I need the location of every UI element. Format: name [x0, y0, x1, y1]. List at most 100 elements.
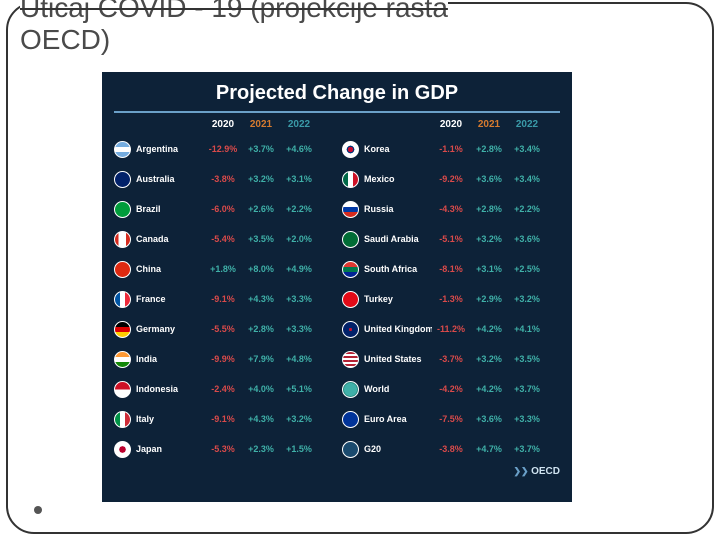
value-2020: -9.9%: [204, 354, 242, 364]
value-2022: +4.8%: [280, 354, 318, 364]
title-line1: Uticaj COVID - 19 (projekcije rasta: [20, 0, 448, 23]
value-2020: -2.4%: [204, 384, 242, 394]
flag-icon: [114, 351, 131, 368]
flag-icon: [114, 171, 131, 188]
value-2020: -5.4%: [204, 234, 242, 244]
flag-icon: [114, 381, 131, 398]
table-row: Australia-3.8%+3.2%+3.1%: [114, 164, 332, 194]
table-row: Canada-5.4%+3.5%+2.0%: [114, 224, 332, 254]
country-name: France: [136, 294, 204, 304]
value-2021: +2.8%: [470, 144, 508, 154]
chart-columns: 2020 2021 2022 Argentina-12.9%+3.7%+4.6%…: [114, 119, 560, 464]
table-row: Japan-5.3%+2.3%+1.5%: [114, 434, 332, 464]
flag-icon: [114, 141, 131, 158]
flag-icon: [114, 201, 131, 218]
country-name: Brazil: [136, 204, 204, 214]
country-name: Italy: [136, 414, 204, 424]
table-row: Turkey-1.3%+2.9%+3.2%: [342, 284, 560, 314]
country-name: G20: [364, 444, 432, 454]
country-name: Japan: [136, 444, 204, 454]
flag-icon: [342, 441, 359, 458]
country-name: India: [136, 354, 204, 364]
value-2020: -5.3%: [204, 444, 242, 454]
value-2020: -11.2%: [432, 324, 470, 334]
value-2020: -12.9%: [204, 144, 242, 154]
value-2020: -9.1%: [204, 414, 242, 424]
country-name: Canada: [136, 234, 204, 244]
value-2021: +3.5%: [242, 234, 280, 244]
value-2022: +3.3%: [280, 294, 318, 304]
value-2021: +2.6%: [242, 204, 280, 214]
country-name: Indonesia: [136, 384, 204, 394]
value-2022: +2.2%: [508, 204, 546, 214]
value-2022: +3.5%: [508, 354, 546, 364]
table-row: Germany-5.5%+2.8%+3.3%: [114, 314, 332, 344]
country-name: Mexico: [364, 174, 432, 184]
value-2021: +3.2%: [470, 234, 508, 244]
table-row: Korea-1.1%+2.8%+3.4%: [342, 134, 560, 164]
value-2020: -7.5%: [432, 414, 470, 424]
value-2022: +4.6%: [280, 144, 318, 154]
value-2022: +4.9%: [280, 264, 318, 274]
value-2021: +3.6%: [470, 414, 508, 424]
year-2021: 2021: [470, 119, 508, 130]
country-name: United Kingdom: [364, 324, 432, 334]
slide-title: Uticaj COVID - 19 (projekcije rasta OECD…: [20, 0, 448, 56]
country-name: Australia: [136, 174, 204, 184]
value-2021: +3.2%: [470, 354, 508, 364]
value-2022: +3.6%: [508, 234, 546, 244]
value-2022: +2.5%: [508, 264, 546, 274]
value-2022: +3.2%: [508, 294, 546, 304]
value-2020: -6.0%: [204, 204, 242, 214]
flag-icon: [114, 411, 131, 428]
title-line2: OECD): [20, 24, 110, 55]
value-2020: -4.2%: [432, 384, 470, 394]
value-2022: +3.7%: [508, 384, 546, 394]
value-2022: +3.4%: [508, 174, 546, 184]
value-2021: +4.7%: [470, 444, 508, 454]
value-2022: +1.5%: [280, 444, 318, 454]
value-2020: -3.8%: [432, 444, 470, 454]
value-2021: +4.3%: [242, 294, 280, 304]
country-name: Korea: [364, 144, 432, 154]
year-2022: 2022: [508, 119, 546, 130]
country-name: Turkey: [364, 294, 432, 304]
flag-icon: [114, 231, 131, 248]
value-2020: +1.8%: [204, 264, 242, 274]
value-2020: -5.1%: [432, 234, 470, 244]
year-2020: 2020: [204, 119, 242, 130]
flag-icon: [342, 171, 359, 188]
flag-icon: [342, 201, 359, 218]
country-name: South Africa: [364, 264, 432, 274]
value-2021: +3.2%: [242, 174, 280, 184]
table-row: Saudi Arabia-5.1%+3.2%+3.6%: [342, 224, 560, 254]
value-2020: -4.3%: [432, 204, 470, 214]
value-2020: -1.1%: [432, 144, 470, 154]
value-2022: +3.1%: [280, 174, 318, 184]
left-column: 2020 2021 2022 Argentina-12.9%+3.7%+4.6%…: [114, 119, 332, 464]
table-row: Russia-4.3%+2.8%+2.2%: [342, 194, 560, 224]
country-name: World: [364, 384, 432, 394]
flag-icon: [342, 381, 359, 398]
value-2022: +5.1%: [280, 384, 318, 394]
country-name: Argentina: [136, 144, 204, 154]
flag-icon: [342, 351, 359, 368]
country-name: Russia: [364, 204, 432, 214]
flag-icon: [342, 321, 359, 338]
table-row: India-9.9%+7.9%+4.8%: [114, 344, 332, 374]
col-header: 2020 2021 2022: [342, 119, 560, 130]
table-row: United States-3.7%+3.2%+3.5%: [342, 344, 560, 374]
value-2020: -3.8%: [204, 174, 242, 184]
table-row: Argentina-12.9%+3.7%+4.6%: [114, 134, 332, 164]
flag-icon: [342, 141, 359, 158]
value-2020: -9.2%: [432, 174, 470, 184]
table-row: Italy-9.1%+4.3%+3.2%: [114, 404, 332, 434]
gdp-chart: Projected Change in GDP 2020 2021 2022 A…: [102, 72, 572, 502]
table-row: Euro Area-7.5%+3.6%+3.3%: [342, 404, 560, 434]
value-2021: +4.2%: [470, 384, 508, 394]
col-header: 2020 2021 2022: [114, 119, 332, 130]
flag-icon: [114, 261, 131, 278]
value-2020: -5.5%: [204, 324, 242, 334]
table-row: China+1.8%+8.0%+4.9%: [114, 254, 332, 284]
value-2021: +4.2%: [470, 324, 508, 334]
